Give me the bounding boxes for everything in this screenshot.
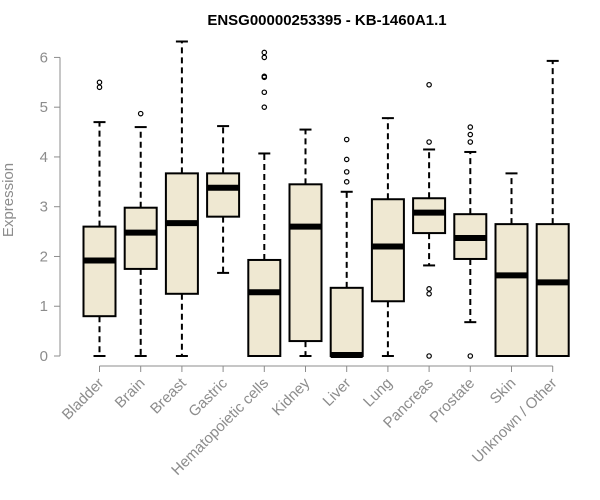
y-tick-label: 3	[40, 199, 48, 216]
outlier-point	[467, 131, 474, 138]
box-group	[123, 110, 158, 357]
outlier-point	[467, 124, 474, 130]
box-group	[206, 125, 241, 274]
outlier-point	[467, 139, 474, 145]
outlier-point	[426, 81, 432, 88]
outlier-point	[426, 139, 432, 145]
outlier-point	[426, 286, 432, 292]
iqr-box	[206, 172, 241, 218]
x-tick-label: Liver	[320, 375, 355, 410]
iqr-box	[535, 223, 570, 357]
y-tick-label: 2	[40, 248, 48, 265]
y-tick-label: 0	[40, 348, 48, 365]
outlier-point	[261, 54, 268, 61]
box-group	[247, 49, 282, 357]
iqr-box	[164, 172, 199, 295]
box-group	[82, 79, 117, 357]
outlier-point	[137, 110, 144, 117]
iqr-box	[123, 206, 158, 270]
iqr-box	[247, 258, 282, 357]
outlier-point	[467, 353, 474, 359]
x-tick-label: Prostate	[427, 375, 479, 427]
outlier-point	[343, 169, 350, 175]
x-tick-label: Bladder	[59, 375, 108, 424]
x-tick-label: Brain	[112, 375, 149, 412]
outlier-point	[261, 89, 268, 96]
box-group	[412, 81, 447, 359]
outlier-point	[426, 290, 432, 297]
outlier-point	[96, 79, 103, 86]
y-tick-label: 4	[40, 149, 48, 166]
y-tick-label: 5	[40, 99, 48, 116]
outlier-point	[261, 49, 268, 56]
y-axis: 0 1 2 3 4 5 6	[40, 49, 61, 365]
x-tick-label: Breast	[147, 374, 190, 417]
outlier-point	[96, 84, 103, 91]
iqr-box	[329, 286, 364, 357]
iqr-box	[370, 198, 405, 303]
iqr-box	[494, 223, 529, 357]
box-group	[288, 128, 323, 357]
y-tick-label: 1	[40, 298, 48, 315]
outlier-point	[343, 179, 350, 185]
box-group	[494, 172, 529, 357]
outlier-point	[261, 104, 268, 110]
boxes-group	[82, 40, 570, 359]
box-group	[453, 124, 488, 359]
iqr-box	[288, 183, 323, 343]
y-tick-label: 6	[40, 49, 48, 66]
box-group	[329, 136, 364, 359]
x-tick-label: Lung	[360, 375, 396, 411]
iqr-box	[82, 225, 117, 318]
y-axis-label: Expression	[0, 163, 17, 237]
chart-title: ENSG00000253395 - KB-1460A1.1	[207, 12, 446, 29]
outlier-point	[343, 156, 350, 163]
box-group	[164, 40, 199, 357]
outlier-point	[261, 73, 268, 80]
box-group	[370, 117, 405, 357]
x-tick-label: Skin	[487, 375, 520, 408]
outlier-point	[343, 136, 350, 143]
outlier-point	[426, 353, 432, 359]
x-tick-label: Kidney	[269, 374, 314, 419]
box-group	[535, 59, 570, 357]
